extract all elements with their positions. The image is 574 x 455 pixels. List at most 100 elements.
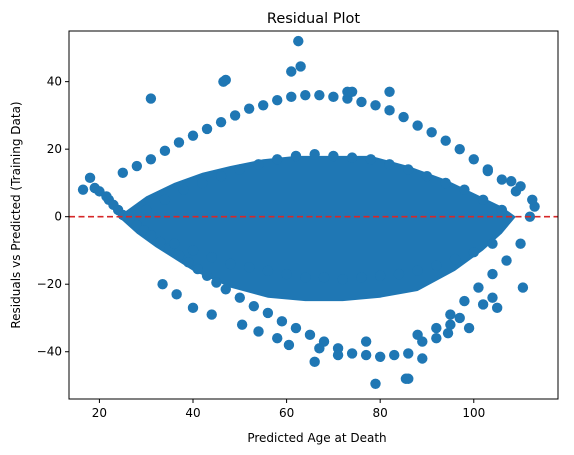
data-point (454, 312, 465, 324)
data-point (286, 91, 297, 103)
data-point (346, 348, 358, 359)
x-axis-label: Predicted Age at Death (247, 431, 386, 445)
data-point (426, 127, 437, 138)
data-point (412, 265, 423, 276)
data-point (211, 277, 222, 288)
x-axis-ticks: 20 40 60 80 100 (92, 399, 485, 420)
data-point (155, 236, 166, 248)
data-point (141, 204, 152, 216)
data-point (491, 302, 503, 314)
data-point (398, 111, 409, 123)
data-point (487, 238, 498, 249)
data-point (272, 95, 283, 106)
data-point (459, 295, 470, 307)
data-point (309, 149, 320, 160)
data-point (220, 284, 231, 295)
data-point (440, 135, 451, 146)
y-tick-label: 40 (47, 75, 62, 89)
data-point (84, 172, 96, 184)
data-point (159, 145, 171, 157)
data-point (374, 351, 386, 362)
data-point (253, 159, 264, 170)
data-point (215, 116, 227, 128)
data-point (468, 246, 479, 258)
data-point (360, 349, 372, 361)
data-point (449, 253, 461, 265)
data-point (515, 181, 526, 192)
data-point (487, 268, 498, 280)
axes-frame (68, 30, 559, 400)
dense-point-cloud (118, 155, 516, 302)
data-point (234, 164, 245, 175)
data-point (187, 130, 199, 141)
x-tick-label: 60 (279, 406, 294, 420)
data-point (300, 272, 311, 283)
data-point (290, 150, 302, 162)
data-point (440, 177, 451, 189)
data-point (243, 262, 255, 273)
plot-area (68, 30, 559, 400)
data-point (309, 356, 320, 368)
data-point (468, 154, 479, 165)
y-tick-label: 20 (47, 142, 62, 156)
data-point (393, 268, 405, 280)
data-point (173, 137, 185, 148)
data-point (272, 333, 283, 344)
data-point (442, 327, 454, 339)
chart-title: Residual Plot (267, 11, 360, 27)
data-point (304, 329, 316, 341)
data-point (220, 74, 231, 86)
data-point (206, 252, 217, 263)
data-point (360, 336, 372, 347)
data-point (356, 272, 367, 283)
y-tick-label: −40 (37, 345, 62, 359)
data-point (201, 270, 213, 281)
data-point (515, 238, 526, 249)
data-point (272, 154, 283, 165)
data-point (183, 257, 194, 268)
data-point (314, 343, 325, 354)
data-point (145, 154, 157, 165)
data-point (258, 100, 269, 111)
data-point (187, 245, 199, 256)
data-point (173, 250, 185, 261)
data-point (346, 86, 358, 97)
data-point (253, 326, 264, 337)
data-point (403, 348, 414, 359)
data-point (477, 299, 489, 310)
data-point (384, 86, 395, 97)
data-point (517, 282, 529, 293)
data-point (463, 322, 475, 334)
data-point (262, 265, 274, 276)
data-point (365, 154, 377, 165)
data-point (501, 255, 512, 266)
data-point (276, 316, 288, 327)
data-point (403, 164, 414, 175)
data-point (412, 120, 423, 131)
data-point (337, 273, 348, 285)
data-point (77, 184, 89, 195)
data-point (356, 96, 367, 108)
scatter-points (77, 35, 540, 390)
data-point (225, 258, 236, 270)
data-point (171, 289, 182, 300)
data-point (389, 349, 400, 361)
x-tick-label: 100 (462, 406, 485, 420)
data-point (496, 204, 508, 216)
data-point (431, 333, 442, 344)
data-point (229, 110, 241, 121)
data-point (370, 378, 381, 390)
data-point (374, 270, 386, 281)
data-point (215, 170, 227, 182)
data-point (236, 319, 248, 330)
data-point (445, 319, 456, 330)
data-point (157, 279, 168, 290)
data-point (243, 103, 255, 114)
data-point (159, 194, 171, 206)
data-point (506, 176, 517, 187)
data-point (290, 322, 302, 334)
data-point (286, 66, 297, 77)
y-axis-label: Residuals vs Predicted (Training Data) (9, 101, 23, 328)
data-point (117, 167, 129, 178)
data-point (496, 174, 508, 185)
